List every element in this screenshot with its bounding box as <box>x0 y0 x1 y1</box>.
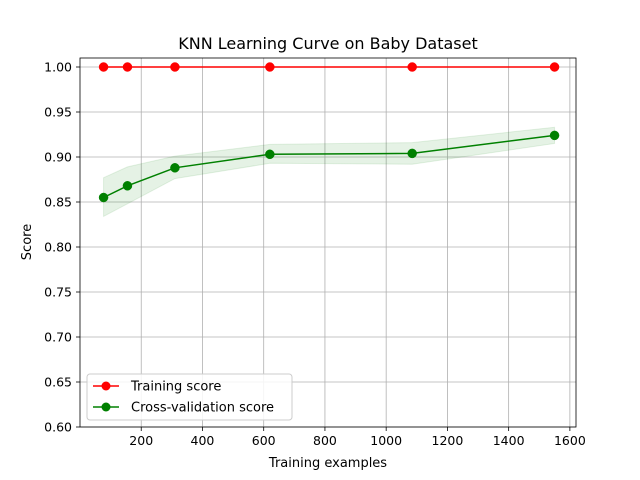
cross-validation-score-point <box>170 163 180 173</box>
x-tick-label: 1400 <box>493 433 525 448</box>
y-tick-label: 0.85 <box>44 195 72 210</box>
training-score-point <box>549 62 560 72</box>
y-tick-label: 0.70 <box>44 330 72 345</box>
cross-validation-score-point <box>265 149 275 160</box>
legend: Training score Cross-validation score <box>86 373 293 421</box>
cross-validation-score-point <box>549 130 560 141</box>
y-tick-label: 0.95 <box>44 105 72 120</box>
y-axis-label: Score <box>20 224 35 260</box>
x-tick-label: 1000 <box>370 433 402 448</box>
y-tick-label: 1.00 <box>44 60 72 75</box>
y-tick-label: 0.60 <box>44 420 72 435</box>
chart-title: KNN Learning Curve on Baby Dataset <box>178 34 478 53</box>
x-axis-label: Training examples <box>268 456 387 471</box>
y-tick-label: 0.65 <box>44 375 72 390</box>
x-tick-label: 400 <box>191 433 215 448</box>
legend-training-score-label: Training score <box>130 380 221 395</box>
training-score-point <box>407 62 417 72</box>
training-score-point <box>98 62 109 72</box>
plot-area <box>80 58 576 427</box>
training-score-point <box>170 62 180 72</box>
legend-cross-validation-score-label: Cross-validation score <box>131 401 274 416</box>
training-score-point <box>122 62 133 72</box>
x-tick-label: 600 <box>252 433 276 448</box>
training-score-point <box>265 62 275 72</box>
y-tick-label: 0.90 <box>44 150 72 165</box>
cross-validation-score-point <box>98 192 109 203</box>
y-tick-label: 0.80 <box>44 240 72 255</box>
legend-training-score-marker <box>101 381 111 391</box>
legend-box <box>86 373 293 421</box>
x-tick-label: 200 <box>129 433 153 448</box>
x-tick-label: 1200 <box>432 433 464 448</box>
axes-frame <box>79 57 577 428</box>
x-tick-label: 800 <box>313 433 337 448</box>
y-tick-label: 0.75 <box>44 285 72 300</box>
cross-validation-score-point <box>407 148 417 159</box>
cross-validation-score-point <box>122 181 133 191</box>
legend-cross-validation-score-marker <box>101 402 111 412</box>
x-tick-label: 1600 <box>554 433 586 448</box>
